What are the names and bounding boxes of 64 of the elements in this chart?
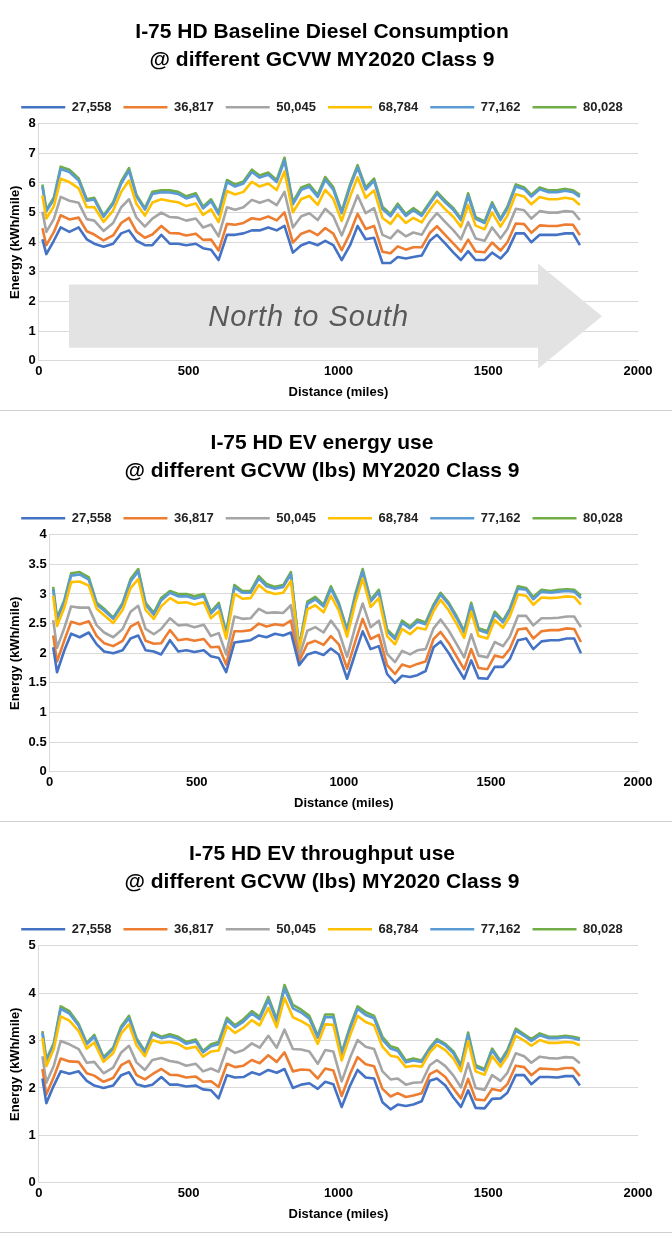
legend-label: 50,045 bbox=[276, 98, 316, 114]
x-tick-label: 500 bbox=[185, 774, 208, 790]
y-tick-label: 2.5 bbox=[28, 615, 47, 631]
legend-label: 77,162 bbox=[480, 98, 521, 114]
y-tick-label: 3.5 bbox=[28, 555, 47, 571]
legend-label: 80,028 bbox=[583, 98, 623, 114]
legend-label: 50,045 bbox=[276, 920, 316, 936]
y-axis-title: Energy (kWh/mile) bbox=[7, 1007, 23, 1121]
x-axis-title: Distance (miles) bbox=[288, 383, 389, 399]
legend-label: 77,162 bbox=[480, 509, 521, 525]
legend-label: 27,558 bbox=[71, 920, 112, 936]
y-tick-label: 0 bbox=[28, 1174, 36, 1190]
x-tick-label: 2000 bbox=[623, 774, 653, 790]
chart-title: I-75 HD Baseline Diesel Consumption @ different GCVW MY2020 Class 9 bbox=[135, 18, 509, 71]
legend-label: 80,028 bbox=[583, 509, 623, 525]
y-tick-label: 3 bbox=[28, 263, 36, 279]
y-tick-label: 1.5 bbox=[28, 674, 47, 690]
legend-label: 36,817 bbox=[173, 920, 214, 936]
x-tick-label: 500 bbox=[177, 363, 200, 379]
x-axis-title: Distance (miles) bbox=[293, 794, 394, 810]
y-tick-label: 3 bbox=[39, 585, 47, 601]
legend-label: 68,784 bbox=[378, 509, 420, 525]
x-tick-label: 1000 bbox=[323, 1185, 353, 1201]
chart-title: I-75 HD EV energy use @ different GCVW (lbs) MY2020 Class 9 bbox=[124, 429, 520, 482]
y-tick-label: 3 bbox=[28, 1032, 36, 1048]
x-axis-title: Distance (miles) bbox=[288, 1205, 389, 1221]
x-tick-label: 1000 bbox=[329, 774, 359, 790]
legend-label: 27,558 bbox=[71, 509, 112, 525]
y-tick-label: 8 bbox=[28, 115, 36, 131]
x-tick-label: 1500 bbox=[476, 774, 506, 790]
x-tick-label: 1000 bbox=[323, 363, 353, 379]
x-tick-label: 2000 bbox=[623, 363, 653, 379]
y-tick-label: 5 bbox=[28, 937, 36, 953]
y-tick-label: 1 bbox=[28, 1126, 36, 1142]
y-tick-label: 1 bbox=[39, 704, 47, 720]
y-tick-label: 4 bbox=[39, 526, 48, 542]
y-tick-label: 2 bbox=[28, 293, 36, 309]
chart-title: I-75 HD EV throughput use @ different GCVW (lbs) MY2020 Class 9 bbox=[124, 840, 520, 893]
y-tick-label: 1 bbox=[28, 322, 36, 338]
y-tick-label: 2 bbox=[39, 644, 47, 660]
y-tick-label: 0 bbox=[39, 763, 47, 779]
legend-label: 77,162 bbox=[480, 920, 521, 936]
x-tick-label: 500 bbox=[177, 1185, 200, 1201]
y-tick-label: 2 bbox=[28, 1079, 36, 1095]
y-tick-label: 0 bbox=[28, 352, 36, 368]
y-tick-label: 7 bbox=[28, 144, 36, 160]
legend-label: 68,784 bbox=[378, 98, 420, 114]
y-tick-label: 4 bbox=[28, 233, 37, 249]
annotation: North to South bbox=[208, 299, 410, 333]
y-tick-label: 0.5 bbox=[28, 733, 47, 749]
y-tick-label: 4 bbox=[28, 984, 37, 1000]
legend-label: 68,784 bbox=[378, 920, 420, 936]
y-tick-label: 5 bbox=[28, 204, 36, 220]
y-tick-label: 6 bbox=[28, 174, 36, 190]
y-axis-title: Energy (kWh/mile) bbox=[7, 596, 23, 710]
x-tick-label: 1500 bbox=[473, 1185, 503, 1201]
x-tick-label: 1500 bbox=[473, 363, 503, 379]
legend-label: 27,558 bbox=[71, 98, 112, 114]
x-tick-label: 2000 bbox=[623, 1185, 653, 1201]
legend-label: 36,817 bbox=[173, 98, 214, 114]
legend-label: 80,028 bbox=[583, 920, 623, 936]
y-axis-title: Energy (kWh/mile) bbox=[7, 185, 23, 299]
legend-label: 36,817 bbox=[173, 509, 214, 525]
legend-label: 50,045 bbox=[276, 509, 316, 525]
